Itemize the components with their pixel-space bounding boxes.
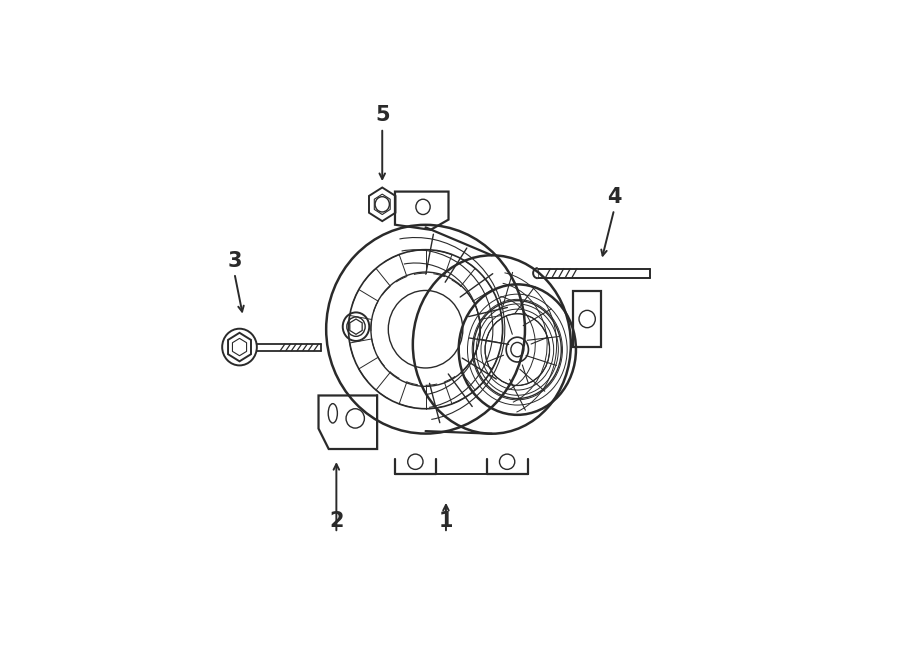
Text: 3: 3 <box>227 251 242 271</box>
Text: 5: 5 <box>375 105 390 125</box>
Text: 4: 4 <box>607 187 621 207</box>
Text: 1: 1 <box>438 510 454 530</box>
Text: 2: 2 <box>329 510 344 530</box>
